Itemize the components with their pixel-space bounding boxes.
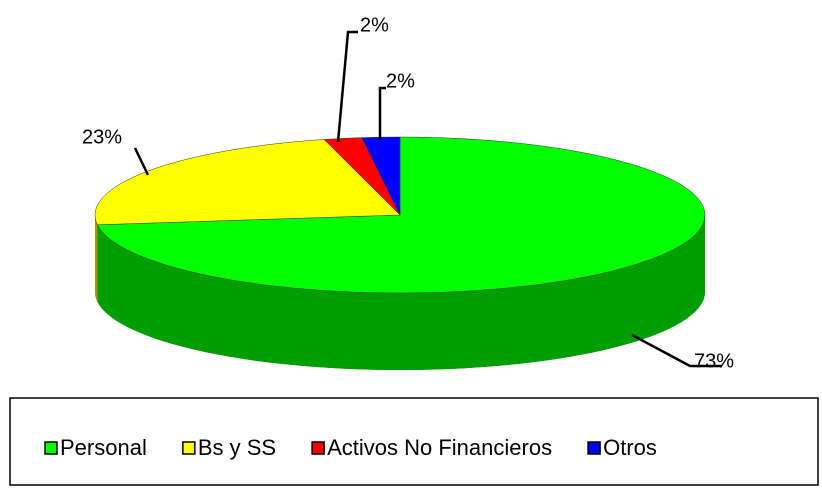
legend-label: Activos No Financieros xyxy=(327,435,552,460)
legend-label: Bs y SS xyxy=(198,435,276,460)
slice-side xyxy=(97,215,705,370)
leader-line xyxy=(133,147,150,176)
data-label: 73% xyxy=(694,350,734,372)
legend-swatch xyxy=(44,441,58,455)
leader-line xyxy=(378,86,386,140)
leader-line xyxy=(631,333,722,368)
data-label: 23% xyxy=(82,126,122,148)
leader-line xyxy=(336,30,358,143)
legend-swatch xyxy=(311,441,325,455)
legend-swatch xyxy=(587,441,601,455)
slice xyxy=(94,139,401,226)
legend-box xyxy=(9,397,819,486)
legend-label: Otros xyxy=(603,435,657,460)
legend-label: Personal xyxy=(60,435,147,460)
data-label: 2% xyxy=(360,14,389,36)
slice xyxy=(97,136,706,294)
legend-swatch xyxy=(182,441,196,455)
data-label: 2% xyxy=(386,70,415,92)
slice-side xyxy=(95,215,98,302)
legend: Personal Bs y SS Activos No Financieros Otr… xyxy=(44,435,657,460)
